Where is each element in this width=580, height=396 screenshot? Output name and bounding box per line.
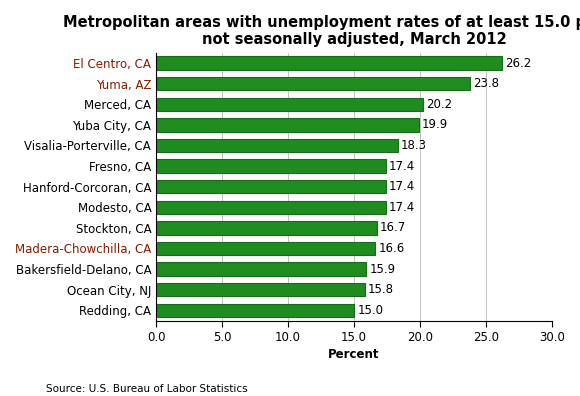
Text: 16.6: 16.6 — [379, 242, 405, 255]
Text: 15.9: 15.9 — [369, 263, 396, 276]
Bar — [156, 56, 502, 70]
Bar — [156, 201, 386, 214]
Bar — [156, 139, 398, 152]
Text: 17.4: 17.4 — [389, 180, 415, 193]
Bar — [156, 242, 375, 255]
Text: 15.8: 15.8 — [368, 283, 394, 296]
Text: 26.2: 26.2 — [505, 57, 531, 70]
Text: 16.7: 16.7 — [380, 221, 406, 234]
Bar — [156, 304, 354, 317]
Bar — [156, 283, 365, 296]
Text: 20.2: 20.2 — [426, 98, 452, 111]
X-axis label: Percent: Percent — [328, 348, 380, 361]
Bar — [156, 159, 386, 173]
Bar — [156, 180, 386, 193]
Text: 17.4: 17.4 — [389, 160, 415, 173]
Bar — [156, 77, 470, 90]
Bar — [156, 263, 366, 276]
Text: 15.0: 15.0 — [357, 304, 383, 317]
Bar — [156, 221, 376, 234]
Bar — [156, 97, 423, 111]
Text: 18.3: 18.3 — [401, 139, 427, 152]
Text: 23.8: 23.8 — [473, 77, 499, 90]
Text: 19.9: 19.9 — [422, 118, 448, 131]
Bar — [156, 118, 419, 131]
Title: Metropolitan areas with unemployment rates of at least 15.0 percent,
not seasona: Metropolitan areas with unemployment rat… — [63, 15, 580, 48]
Text: 17.4: 17.4 — [389, 201, 415, 214]
Text: Source: U.S. Bureau of Labor Statistics: Source: U.S. Bureau of Labor Statistics — [46, 384, 248, 394]
